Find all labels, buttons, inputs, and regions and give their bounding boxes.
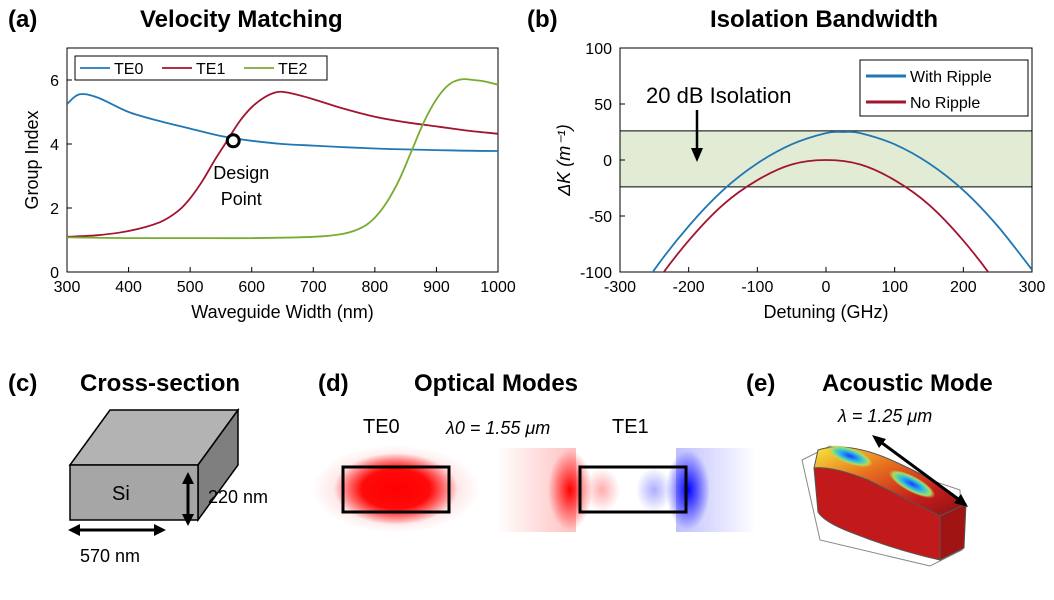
- y-tick-label: -100: [580, 265, 612, 282]
- y-tick-label: 6: [50, 73, 59, 90]
- panel-c-title: Cross-section: [80, 370, 241, 397]
- x-tick-label: 900: [423, 279, 450, 296]
- legend-label-te0: TE0: [114, 61, 143, 78]
- isolation-band-label: 20 dB Isolation: [646, 83, 792, 108]
- legend-label-with-ripple: With Ripple: [910, 69, 992, 86]
- design-point-marker: [225, 133, 241, 149]
- legend-box: [74, 55, 328, 81]
- chart-b-legend: With Ripple No Ripple: [859, 59, 1029, 117]
- te1-mode-pink-lobe: [584, 468, 620, 512]
- y-tick-label: 2: [50, 201, 59, 218]
- panel-d-title: Optical Modes: [414, 370, 579, 397]
- te1-label: TE1: [612, 416, 649, 438]
- height-label: 220 nm: [208, 487, 269, 507]
- chart-b-x-axis-label: Detuning (GHz): [763, 302, 888, 322]
- panel-e-title: Acoustic Mode: [822, 370, 993, 397]
- series-line-with-ripple: [651, 130, 1032, 272]
- panel-a-label: (a): [8, 6, 38, 33]
- panel-b-label: (b): [527, 6, 558, 33]
- series-line-te0: [67, 93, 498, 152]
- te0-label: TE0: [363, 416, 400, 438]
- acoustic-node-1: [827, 444, 873, 468]
- x-tick-label: 600: [238, 279, 265, 296]
- x-tick-label: -200: [673, 279, 705, 296]
- te1-mode-blue-lobe: [666, 450, 710, 530]
- x-tick-label: 400: [115, 279, 142, 296]
- x-tick-label: 300: [54, 279, 81, 296]
- chart-a-axes-frame: [66, 47, 499, 273]
- chart-a-legend: TE0 TE1 TE2: [74, 55, 328, 81]
- panel-a-title: Velocity Matching: [140, 6, 343, 33]
- x-tick-label: 300: [1019, 279, 1046, 296]
- x-tick-label: 1000: [480, 279, 516, 296]
- chart-b-series-group: [651, 130, 1032, 272]
- series-line-no-ripple: [662, 159, 990, 272]
- design-point-label-line1: Design: [213, 163, 269, 183]
- acoustic-mode-side: [939, 503, 967, 561]
- x-tick-label: 500: [177, 279, 204, 296]
- material-label: Si: [112, 483, 130, 505]
- width-label: 570 nm: [80, 546, 141, 566]
- x-tick-label: 800: [362, 279, 389, 296]
- y-tick-label: 4: [50, 137, 59, 154]
- acoustic-node-2: [888, 469, 936, 499]
- chart-b-y-axis-label: ΔK (m⁻¹): [554, 124, 574, 197]
- x-tick-label: -300: [604, 279, 636, 296]
- x-tick-label: 700: [300, 279, 327, 296]
- x-tick-label: 200: [950, 279, 977, 296]
- panel-e-label: (e): [746, 370, 776, 397]
- series-line-te1: [67, 90, 498, 238]
- legend-box: [859, 59, 1029, 117]
- isolation-bandwidth-chart: -300 -200 -100 0 100 200 300 -100 -50 0 50 100 Detun…: [554, 41, 1046, 322]
- optical-modes-diagram: [312, 445, 756, 533]
- cross-section-diagram: [68, 407, 240, 536]
- x-tick-label: 100: [881, 279, 908, 296]
- acoustic-wavelength-arrow: [877, 438, 963, 504]
- te0-waveguide-outline: [341, 465, 451, 514]
- te0-mode-field: [334, 453, 458, 525]
- x-tick-label: -100: [741, 279, 773, 296]
- chart-a-x-axis-label: Waveguide Width (nm): [191, 302, 373, 322]
- legend-label-te1: TE1: [196, 61, 225, 78]
- series-line-te2: [67, 78, 498, 240]
- group-index-chart: 300 400 500 600 700 800 900 1000 0 2 4 6 Waveguide W…: [22, 47, 516, 322]
- chart-a-y-axis-label: Group Index: [22, 110, 42, 209]
- acoustic-wavelength-label: λ = 1.25 μm: [838, 406, 933, 426]
- panel-b-title: Isolation Bandwidth: [710, 6, 938, 33]
- legend-label-te2: TE2: [278, 61, 307, 78]
- isolation-band: [619, 130, 1033, 188]
- design-point-label-line2: Point: [221, 189, 262, 209]
- y-tick-label: 0: [50, 265, 59, 282]
- te1-mode-lavender-lobe: [636, 468, 672, 512]
- y-tick-label: -50: [589, 209, 612, 226]
- optical-wavelength-label: λ0 = 1.55 μm: [446, 418, 551, 438]
- legend-label-no-ripple: No Ripple: [910, 95, 980, 112]
- y-tick-label: 0: [603, 153, 612, 170]
- y-tick-label: 50: [594, 97, 612, 114]
- chart-a-series-group: [67, 78, 498, 240]
- x-tick-label: 0: [822, 279, 831, 296]
- acoustic-mode-diagram: [801, 435, 968, 567]
- waveguide-front-face: [69, 464, 199, 521]
- panel-d-label: (d): [318, 370, 349, 397]
- te1-waveguide-outline: [578, 465, 688, 514]
- panel-c-label: (c): [8, 370, 38, 397]
- isolation-band-arrowhead: [691, 148, 703, 162]
- y-tick-label: 100: [585, 41, 612, 58]
